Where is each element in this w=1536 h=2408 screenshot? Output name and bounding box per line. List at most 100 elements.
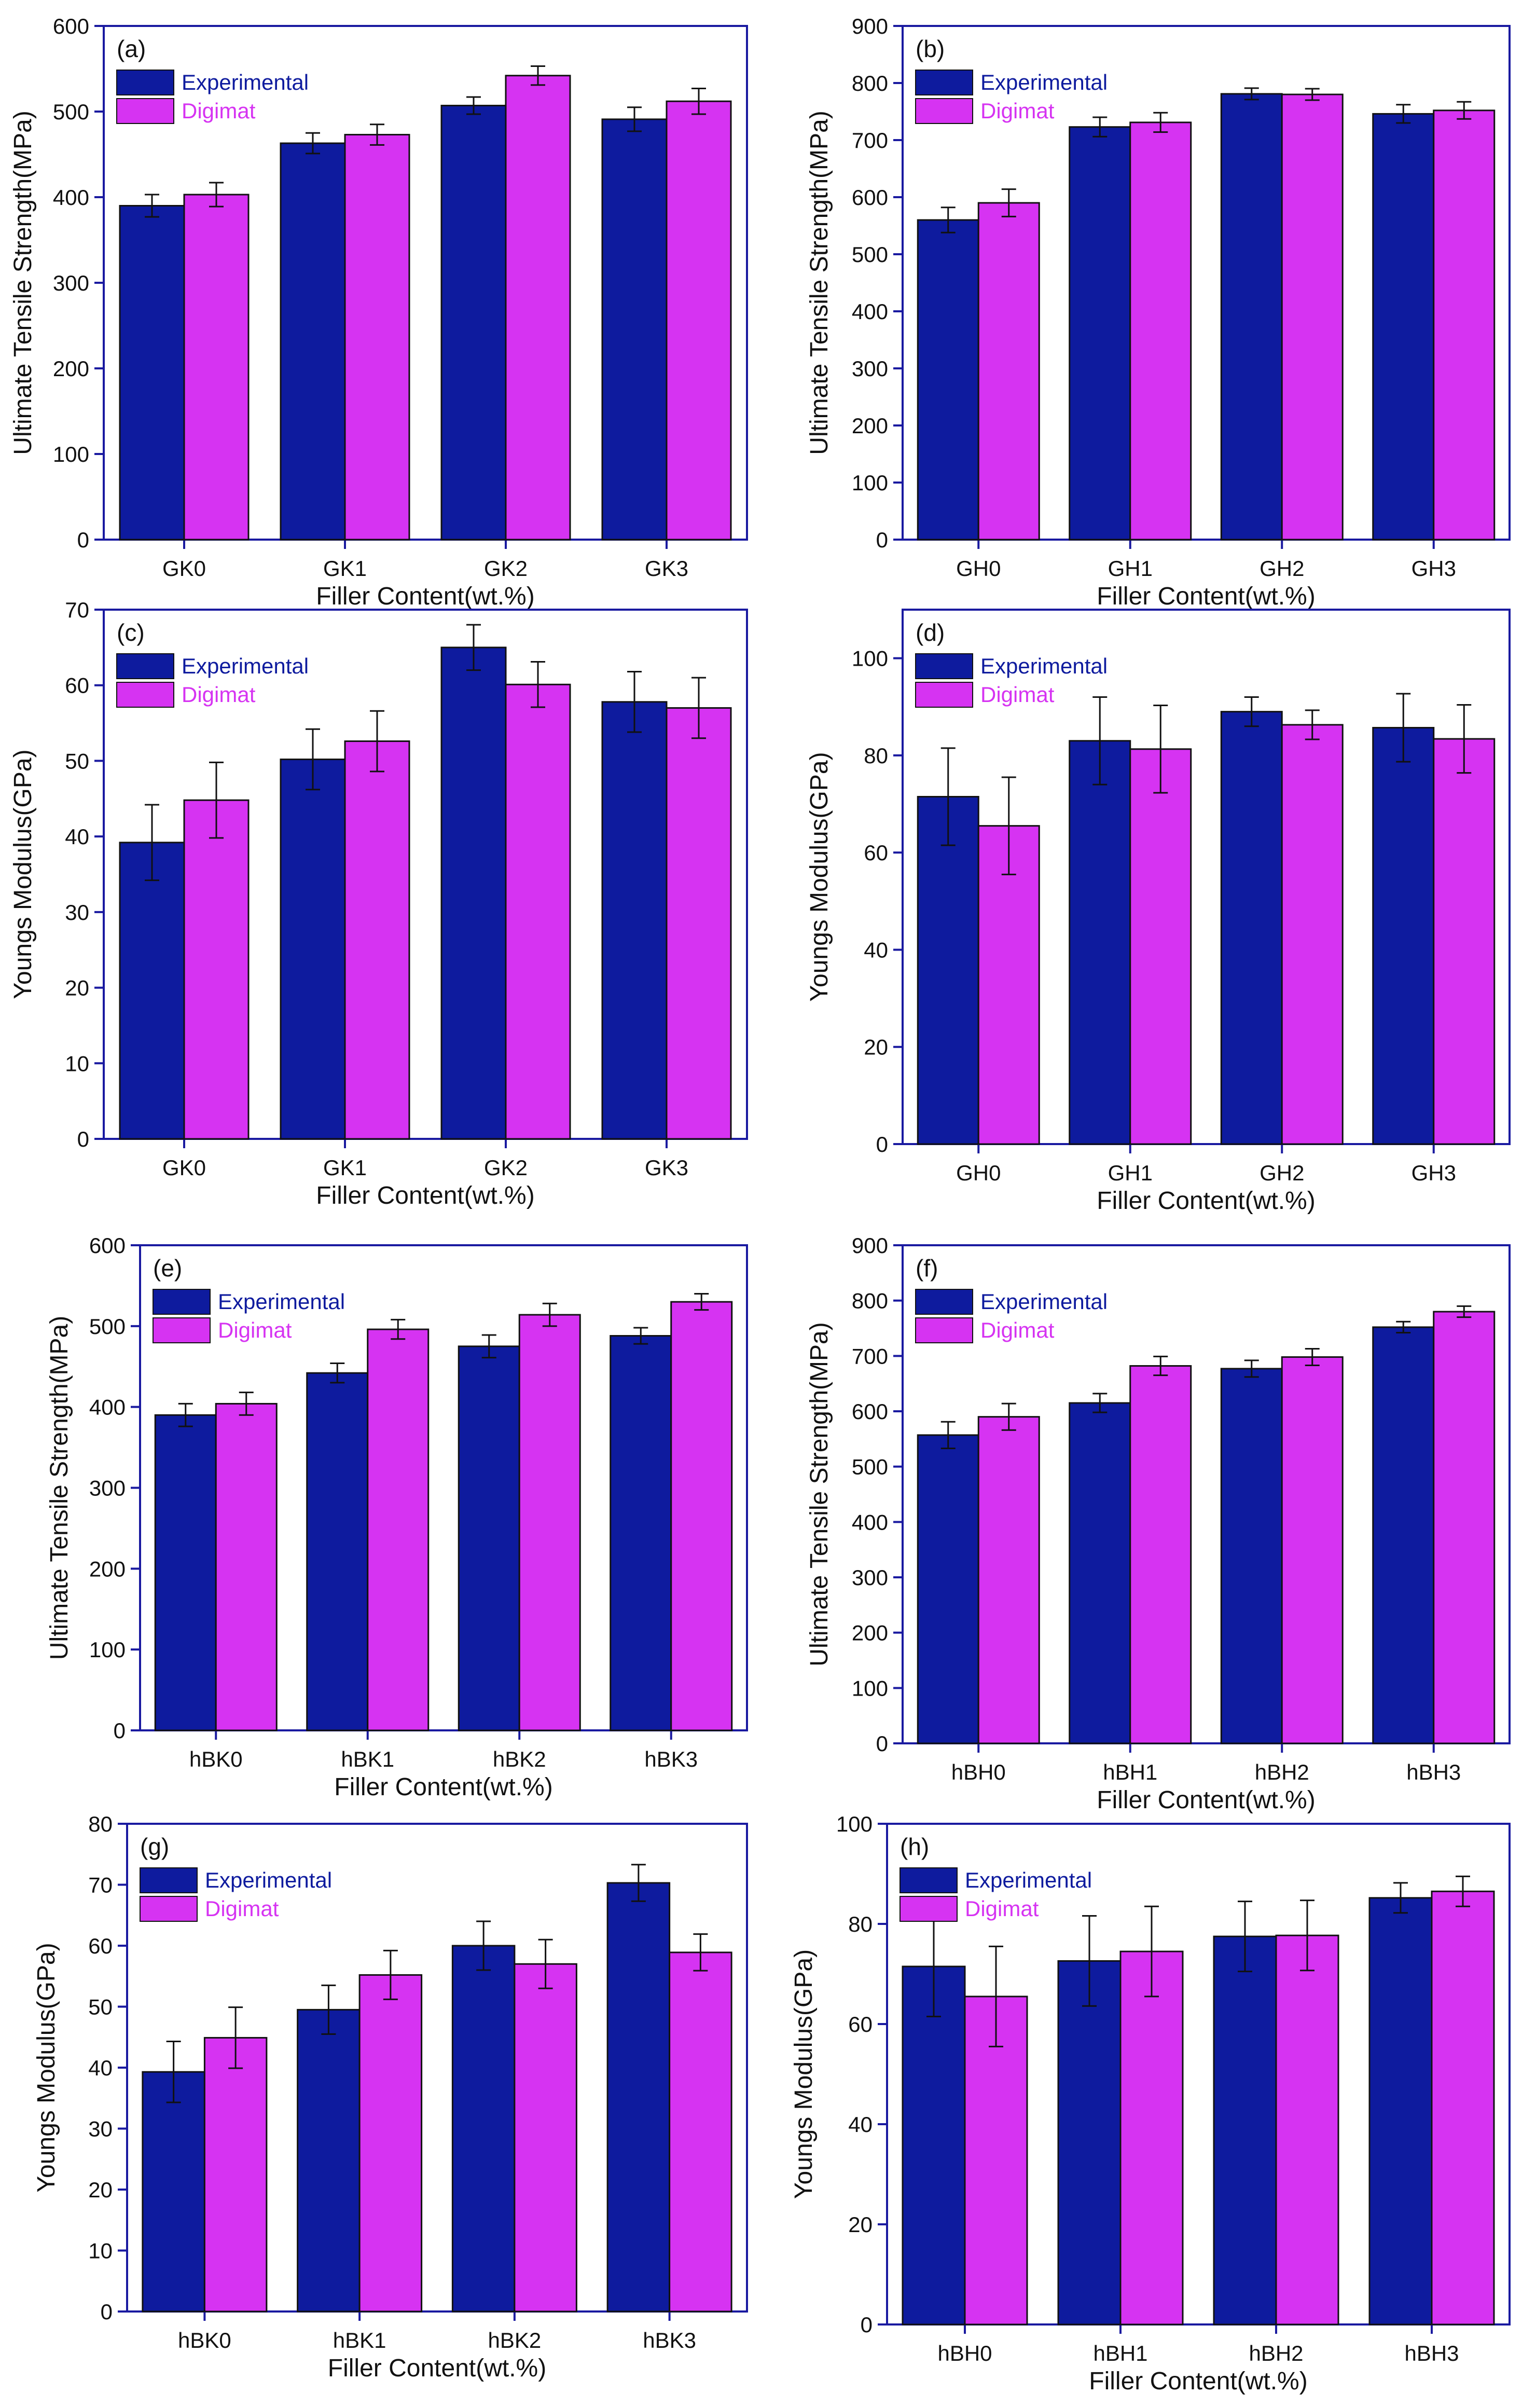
bar-digimat [505, 683, 571, 1140]
y-tick-label: 500 [89, 1314, 126, 1339]
legend-swatch [116, 653, 174, 679]
bar-experimental [1069, 740, 1131, 1145]
panel-label: (f) [916, 1255, 938, 1282]
x-tick-label: hBK1 [341, 1747, 394, 1771]
legend-swatch [116, 682, 174, 708]
y-tick-label: 10 [88, 2239, 113, 2263]
bar-experimental [917, 1434, 979, 1744]
panel-label: (c) [117, 619, 145, 646]
legend-label: Digimat [182, 682, 256, 707]
bar-experimental [1057, 1960, 1122, 2326]
legend-label: Digimat [980, 682, 1055, 707]
legend-label: Experimental [980, 70, 1108, 94]
x-tick-label: GK0 [162, 556, 206, 581]
bar-digimat [518, 1314, 581, 1731]
y-tick-label: 600 [852, 1399, 888, 1424]
legend-swatch [915, 98, 973, 124]
y-tick-label: 60 [848, 2012, 873, 2037]
x-tick-label: GK1 [323, 1155, 367, 1180]
bar-experimental [440, 104, 507, 541]
y-axis-title: Youngs Modulus(GPa) [33, 1943, 60, 2192]
x-tick-label: GH1 [1108, 1161, 1153, 1185]
y-tick-label: 0 [101, 2300, 113, 2324]
bar-experimental [297, 2008, 361, 2313]
bar-experimental [1372, 113, 1435, 541]
x-tick-label: hBH2 [1255, 1760, 1309, 1784]
y-tick-label: 100 [89, 1638, 126, 1662]
x-tick-label: GH2 [1260, 556, 1304, 581]
bar-experimental [154, 1414, 217, 1731]
y-tick-label: 40 [88, 2056, 113, 2080]
y-tick-label: 300 [89, 1476, 126, 1501]
bar-experimental [610, 1335, 672, 1731]
bar-digimat [666, 707, 732, 1140]
y-tick-label: 300 [852, 356, 888, 381]
y-axis-title: Youngs Modulus(GPa) [790, 1949, 818, 2199]
y-tick-label: 80 [88, 1812, 113, 1836]
bar-digimat [1433, 1311, 1496, 1744]
x-axis-title: Filler Content(wt.%) [1097, 1187, 1315, 1215]
bar-experimental [601, 701, 668, 1140]
y-tick-label: 200 [89, 1557, 126, 1581]
y-tick-label: 600 [53, 14, 89, 38]
legend-swatch [915, 653, 973, 679]
y-tick-label: 400 [852, 1510, 888, 1534]
y-tick-label: 300 [852, 1565, 888, 1590]
y-tick-label: 0 [876, 1132, 888, 1157]
legend-swatch [915, 1317, 973, 1343]
y-tick-label: 0 [77, 528, 89, 552]
y-tick-label: 900 [852, 14, 888, 38]
bar-digimat [215, 1402, 278, 1731]
y-tick-label: 300 [53, 271, 89, 295]
x-tick-label: hBH0 [951, 1760, 1006, 1784]
y-tick-label: 60 [88, 1934, 113, 1958]
y-tick-label: 60 [65, 673, 89, 698]
legend-label: Experimental [205, 1868, 332, 1892]
x-tick-label: GK2 [484, 556, 528, 581]
x-tick-label: GK0 [162, 1155, 206, 1180]
y-tick-label: 0 [876, 528, 888, 552]
bar-experimental [119, 842, 185, 1140]
bar-experimental [1213, 1935, 1277, 2326]
y-tick-label: 70 [88, 1873, 113, 1897]
bar-experimental [1220, 1368, 1283, 1744]
bar-digimat [1119, 1950, 1184, 2326]
y-tick-label: 0 [861, 2313, 873, 2337]
x-tick-label: hBK2 [493, 1747, 546, 1771]
bar-digimat [1431, 1890, 1495, 2326]
legend-label: Digimat [218, 1318, 292, 1342]
y-tick-label: 50 [65, 749, 89, 773]
y-tick-label: 100 [852, 471, 888, 495]
x-tick-label: hBH1 [1103, 1760, 1157, 1784]
x-axis-title: Filler Content(wt.%) [328, 2355, 546, 2382]
bar-digimat [669, 1951, 732, 2313]
x-tick-label: hBH2 [1249, 2341, 1303, 2365]
x-tick-label: GH3 [1412, 556, 1456, 581]
legend-label: Digimat [980, 99, 1055, 123]
bar-experimental [917, 796, 979, 1145]
y-tick-label: 20 [88, 2178, 113, 2202]
chart-panel: 0 10 20 30 40 50 60 70 GK0 GK1 GK2 GK3 (c) Experiment… [9, 598, 748, 1209]
x-axis-title: Filler Content(wt.%) [316, 583, 534, 610]
bar-digimat [1433, 738, 1496, 1145]
chart-panel: 0 10 20 30 40 50 60 70 80 hBK0 hBK1 hBK2 hBK3 (g) Expe… [33, 1812, 748, 2382]
y-axis-title: Youngs Modulus(GPa) [9, 749, 37, 999]
bar-digimat [183, 799, 250, 1140]
y-tick-label: 0 [114, 1718, 126, 1743]
y-tick-label: 0 [77, 1127, 89, 1151]
legend-label: Experimental [182, 70, 309, 94]
y-tick-label: 40 [65, 824, 89, 849]
x-axis-title: Filler Content(wt.%) [1097, 1786, 1315, 1814]
bar-digimat [358, 1974, 423, 2313]
bar-experimental [119, 205, 185, 541]
x-tick-label: GH0 [956, 556, 1001, 581]
chart-panel: 0 100 200 300 400 500 600 hBK0 hBK1 hBK2 hBK3 (e) Ex… [46, 1233, 748, 1801]
y-tick-label: 900 [852, 1233, 888, 1258]
bar-digimat [1281, 93, 1344, 541]
bar-digimat [977, 1416, 1040, 1744]
y-tick-label: 80 [864, 744, 888, 768]
y-tick-label: 200 [53, 356, 89, 381]
bar-experimental [917, 219, 979, 541]
y-tick-label: 30 [65, 900, 89, 925]
